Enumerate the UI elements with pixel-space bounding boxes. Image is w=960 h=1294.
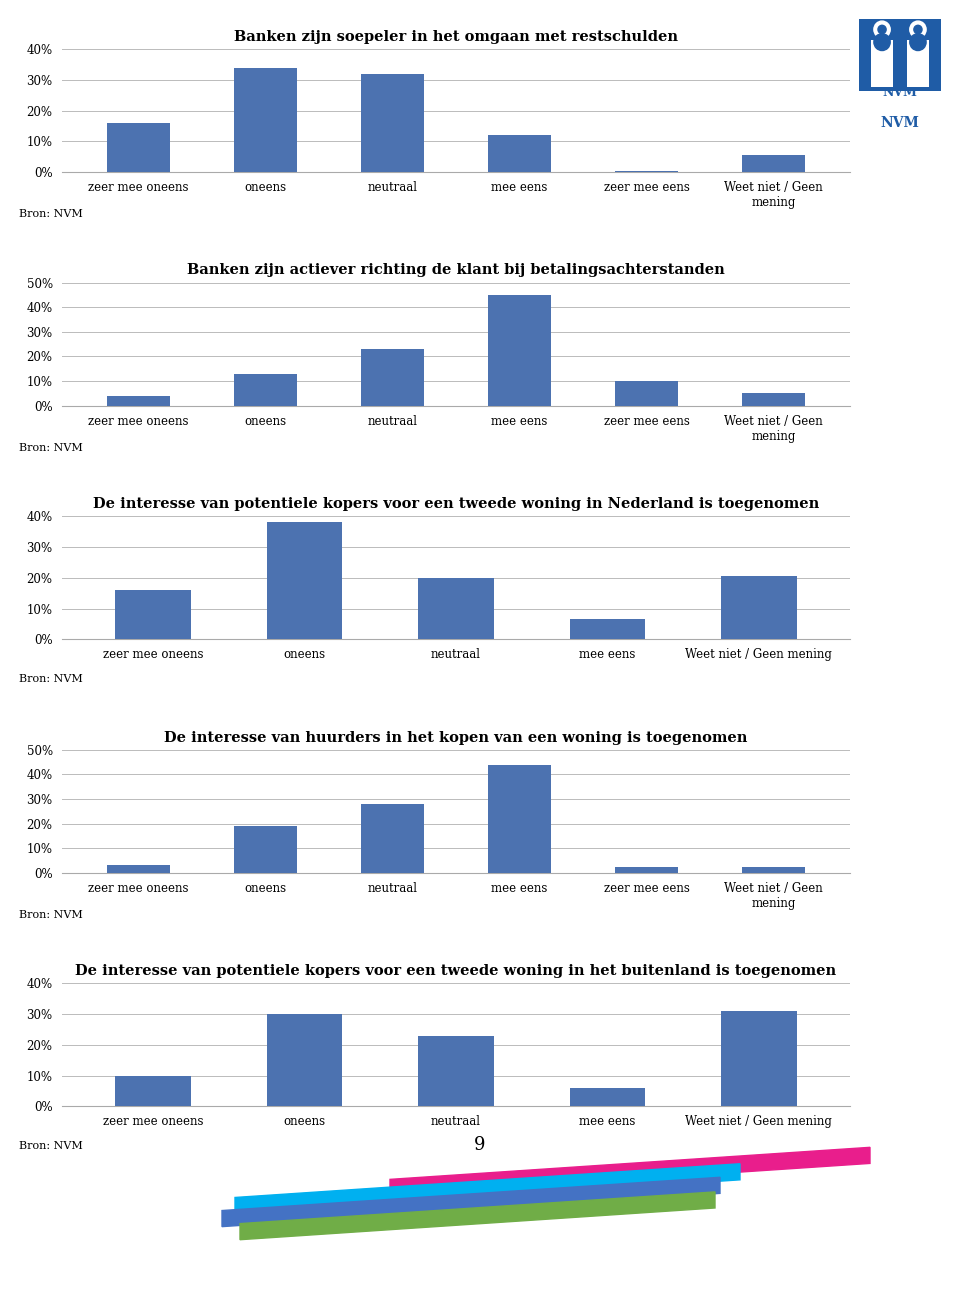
Bar xyxy=(419,1035,493,1106)
Text: NVM: NVM xyxy=(882,87,918,100)
Title: De interesse van potentiele kopers voor een tweede woning in het buitenland is t: De interesse van potentiele kopers voor … xyxy=(76,964,836,978)
Circle shape xyxy=(878,26,886,34)
Bar xyxy=(488,765,551,872)
FancyBboxPatch shape xyxy=(906,40,929,87)
Circle shape xyxy=(910,21,926,38)
Bar xyxy=(721,576,797,639)
Bar xyxy=(361,804,424,872)
Bar xyxy=(488,136,551,172)
Bar xyxy=(614,171,678,172)
Bar xyxy=(721,1011,797,1106)
Bar xyxy=(361,74,424,172)
Circle shape xyxy=(910,34,926,50)
Bar xyxy=(742,155,805,172)
Bar xyxy=(234,826,298,872)
Bar xyxy=(107,866,170,872)
Text: NVM: NVM xyxy=(880,116,919,131)
Bar xyxy=(614,380,678,406)
Bar xyxy=(419,577,493,639)
Bar xyxy=(614,867,678,872)
Bar xyxy=(569,1088,645,1106)
Text: Bron: NVM: Bron: NVM xyxy=(19,674,83,683)
Text: 9: 9 xyxy=(474,1136,486,1154)
Polygon shape xyxy=(240,1192,715,1240)
Bar xyxy=(488,295,551,406)
Bar xyxy=(115,590,191,639)
Text: Bron: NVM: Bron: NVM xyxy=(19,443,83,453)
Title: Banken zijn actiever richting de klant bij betalingsachterstanden: Banken zijn actiever richting de klant b… xyxy=(187,264,725,277)
Bar xyxy=(107,396,170,406)
FancyBboxPatch shape xyxy=(859,19,941,91)
Bar xyxy=(234,67,298,172)
Polygon shape xyxy=(235,1163,740,1214)
Bar xyxy=(742,393,805,406)
Bar xyxy=(234,374,298,406)
FancyBboxPatch shape xyxy=(871,40,894,87)
Circle shape xyxy=(914,26,922,34)
Title: De interesse van huurders in het kopen van een woning is toegenomen: De interesse van huurders in het kopen v… xyxy=(164,731,748,744)
Bar xyxy=(267,1014,343,1106)
Bar xyxy=(107,123,170,172)
Bar xyxy=(267,523,343,639)
Text: Bron: NVM: Bron: NVM xyxy=(19,210,83,219)
Circle shape xyxy=(874,34,890,50)
Bar xyxy=(115,1075,191,1106)
Polygon shape xyxy=(390,1148,870,1196)
Polygon shape xyxy=(222,1178,720,1227)
Circle shape xyxy=(874,21,890,38)
Bar xyxy=(569,620,645,639)
Title: Banken zijn soepeler in het omgaan met restschulden: Banken zijn soepeler in het omgaan met r… xyxy=(234,30,678,44)
Bar xyxy=(361,349,424,406)
Text: Bron: NVM: Bron: NVM xyxy=(19,1141,83,1150)
Bar xyxy=(742,867,805,872)
Text: Bron: NVM: Bron: NVM xyxy=(19,910,83,920)
Title: De interesse van potentiele kopers voor een tweede woning in Nederland is toegen: De interesse van potentiele kopers voor … xyxy=(93,497,819,511)
